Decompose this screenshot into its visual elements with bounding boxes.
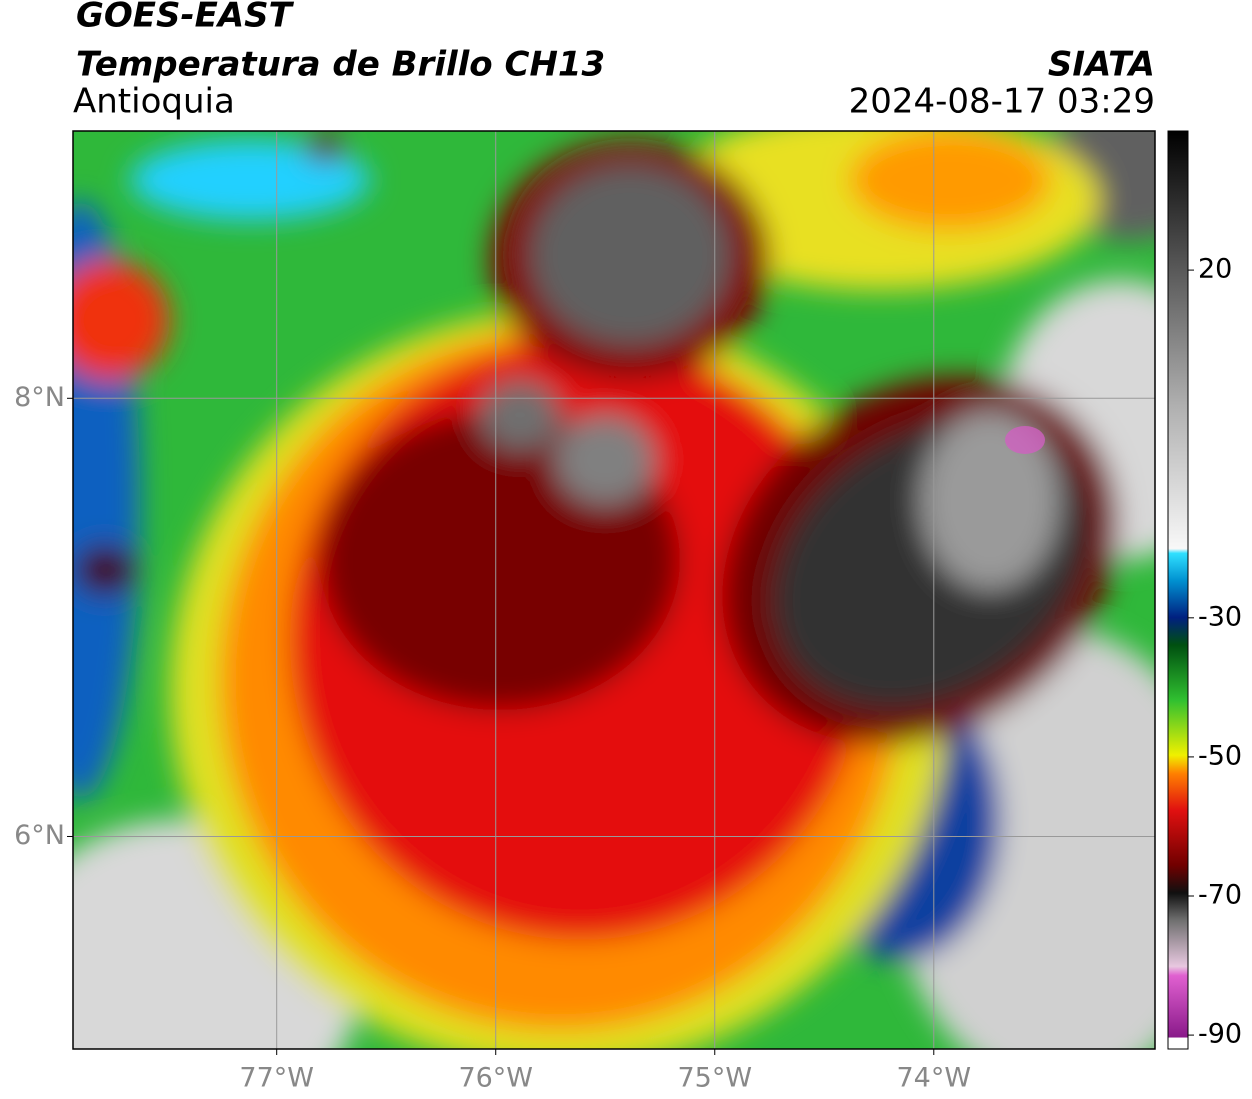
source: SIATA (1048, 45, 1155, 85)
y-tick-label: 8°N (14, 382, 65, 413)
x-tick-label: 74°W (897, 1063, 972, 1094)
colorbar-tick-label: -50 (1198, 740, 1242, 771)
colorbar-tick-label: -70 (1198, 880, 1242, 911)
colorbar-tick-label: 20 (1198, 254, 1232, 285)
map-frame (72, 130, 1156, 1050)
satellite-image (73, 131, 1155, 1049)
timestamp: 2024-08-17 03:29 (849, 82, 1155, 122)
grid (73, 131, 1155, 1049)
x-tick-label: 77°W (239, 1063, 314, 1094)
colorbar (1167, 130, 1189, 1050)
subtitle: Temperatura de Brillo CH13 (76, 45, 605, 85)
y-tick-label: 6°N (14, 820, 65, 851)
x-tick-label: 76°W (458, 1063, 533, 1094)
region: Antioquia (73, 82, 235, 122)
colorbar-tick-label: -90 (1198, 1019, 1242, 1050)
colorbar-tick-label: -30 (1198, 601, 1242, 632)
title: GOES-EAST (76, 0, 295, 36)
x-tick-label: 75°W (677, 1063, 752, 1094)
